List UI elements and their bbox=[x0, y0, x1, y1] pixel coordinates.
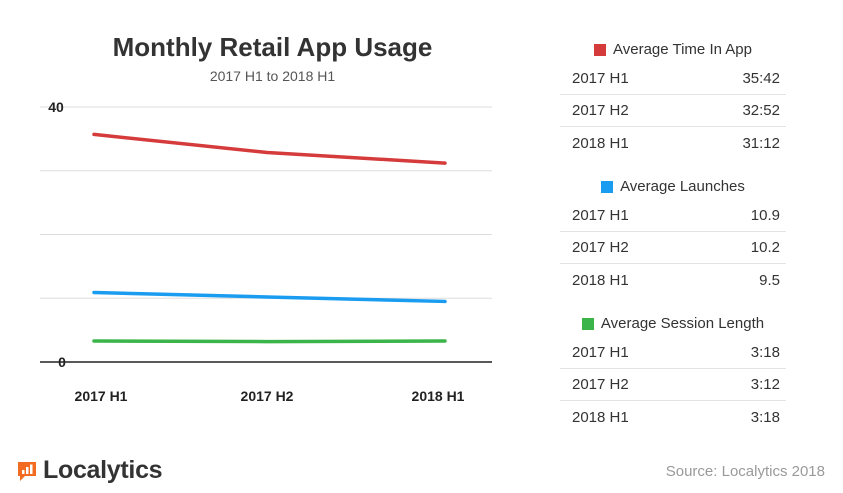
legend-swatch bbox=[581, 317, 594, 330]
x-tick-label: 2017 H2 bbox=[241, 388, 294, 404]
table-row: 2017 H1 35:42 bbox=[560, 63, 786, 95]
row-value: 3:18 bbox=[750, 408, 780, 426]
legend-swatch bbox=[601, 180, 614, 193]
table-row: 2017 H2 10.2 bbox=[560, 232, 786, 264]
row-value: 10.2 bbox=[750, 239, 780, 256]
row-value: 3:18 bbox=[750, 344, 780, 361]
table-row: 2017 H1 10.9 bbox=[560, 200, 786, 232]
table-row: 2017 H2 32:52 bbox=[560, 95, 786, 127]
table-row: 2018 H1 3:18 bbox=[560, 401, 786, 433]
values-table: Average Time In App 2017 H1 35:42 2017 H… bbox=[560, 36, 786, 433]
row-value: 32:52 bbox=[742, 102, 780, 119]
row-value: 3:12 bbox=[750, 376, 780, 393]
table-group-session-length: Average Session Length 2017 H1 3:18 2017… bbox=[560, 310, 786, 433]
x-tick-label: 2017 H1 bbox=[75, 388, 128, 404]
row-value: 10.9 bbox=[750, 207, 780, 224]
group-header: Average Session Length bbox=[560, 310, 786, 337]
row-label: 2018 H1 bbox=[572, 271, 629, 289]
x-tick-label: 2018 H1 bbox=[412, 388, 465, 404]
row-label: 2017 H1 bbox=[572, 344, 629, 361]
table-row: 2018 H1 31:12 bbox=[560, 127, 786, 159]
row-label: 2017 H2 bbox=[572, 376, 629, 393]
table-row: 2017 H1 3:18 bbox=[560, 337, 786, 369]
table-row: 2017 H2 3:12 bbox=[560, 369, 786, 401]
chart-subtitle: 2017 H1 to 2018 H1 bbox=[209, 68, 336, 84]
series-line bbox=[92, 290, 447, 304]
row-value: 9.5 bbox=[759, 271, 780, 289]
series-line bbox=[92, 132, 447, 165]
row-label: 2017 H1 bbox=[572, 70, 629, 87]
logo-text: Localytics bbox=[43, 456, 163, 484]
source-note: Source: Localytics 2018 bbox=[665, 463, 825, 480]
legend-swatch bbox=[594, 43, 606, 56]
localytics-logo: Localytics bbox=[16, 456, 163, 485]
group-header: Average Launches bbox=[560, 173, 786, 200]
row-label: 2017 H2 bbox=[572, 239, 629, 256]
row-label: 2017 H1 bbox=[572, 207, 629, 224]
localytics-logo-icon bbox=[18, 461, 36, 481]
table-group-launches: Average Launches 2017 H1 10.9 2017 H2 10… bbox=[560, 173, 786, 296]
y-tick-label: 40 bbox=[48, 99, 64, 115]
row-label: 2018 H1 bbox=[572, 408, 629, 426]
series-line bbox=[92, 339, 447, 344]
group-title: Average Launches bbox=[620, 178, 745, 195]
table-group-time-in-app: Average Time In App 2017 H1 35:42 2017 H… bbox=[560, 36, 786, 159]
group-title: Average Time In App bbox=[613, 41, 752, 58]
row-label: 2018 H1 bbox=[572, 134, 629, 152]
row-value: 35:42 bbox=[742, 70, 780, 87]
group-title: Average Session Length bbox=[600, 315, 765, 332]
group-header: Average Time In App bbox=[560, 36, 786, 63]
row-value: 31:12 bbox=[742, 134, 780, 152]
y-tick-label: 0 bbox=[58, 354, 66, 370]
table-row: 2018 H1 9.5 bbox=[560, 264, 786, 296]
chart-title: Monthly Retail App Usage bbox=[112, 32, 433, 62]
row-label: 2017 H2 bbox=[572, 102, 629, 119]
